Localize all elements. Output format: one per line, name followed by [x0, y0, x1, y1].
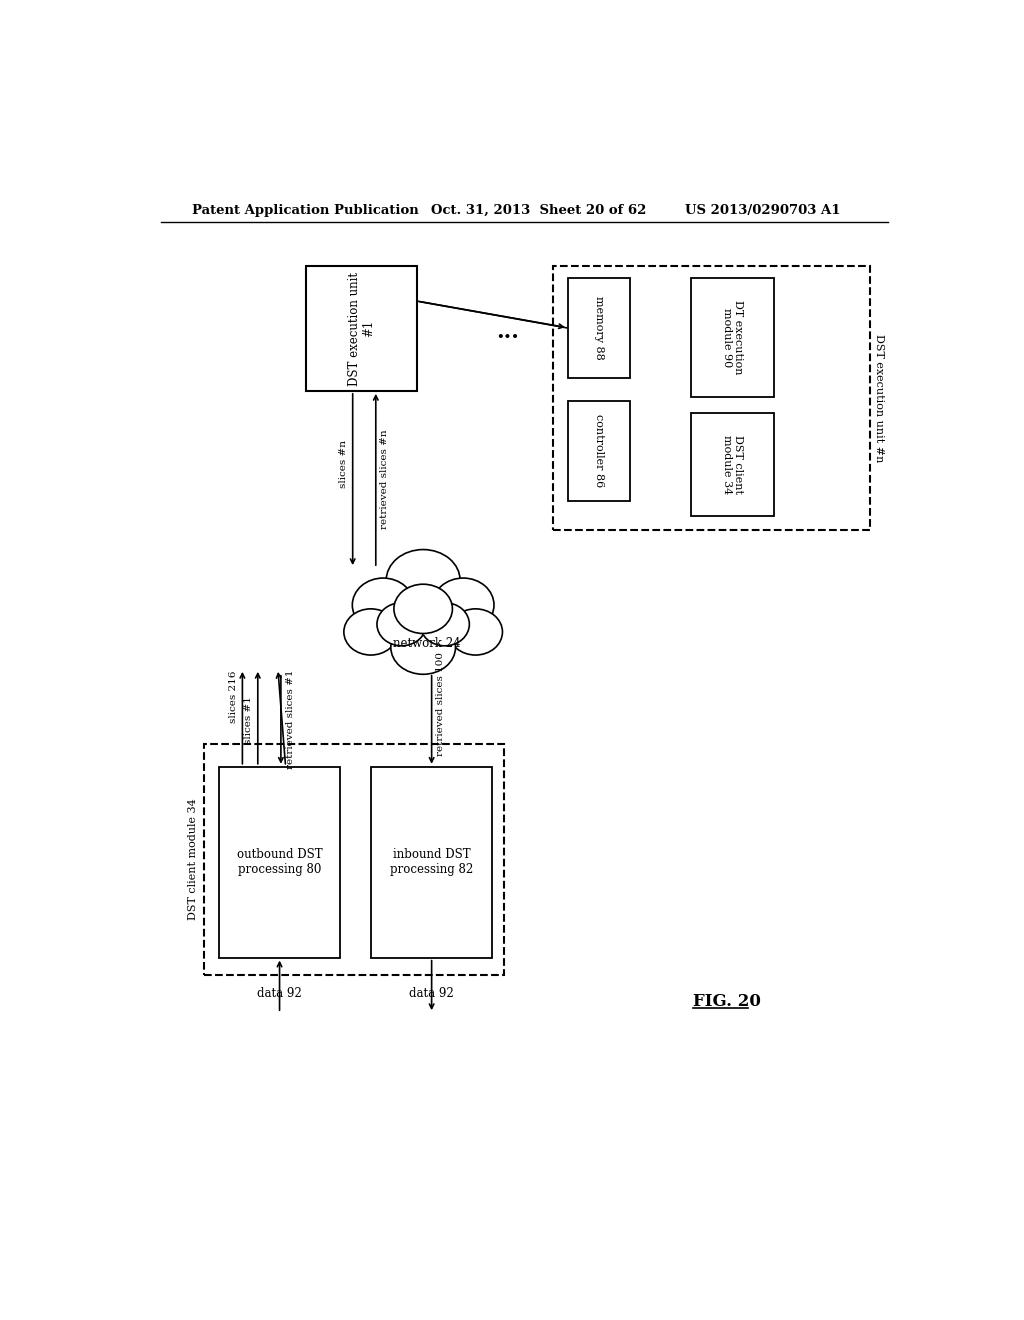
- Ellipse shape: [420, 603, 469, 645]
- Text: retrieved slices 100: retrieved slices 100: [436, 652, 445, 756]
- Text: DT execution
module 90: DT execution module 90: [722, 300, 743, 375]
- Bar: [691, 277, 773, 397]
- Text: network 24: network 24: [393, 638, 461, 649]
- Bar: [691, 412, 773, 516]
- Text: inbound DST
processing 82: inbound DST processing 82: [390, 849, 473, 876]
- Ellipse shape: [432, 578, 494, 632]
- Ellipse shape: [394, 585, 453, 634]
- Text: memory 88: memory 88: [594, 296, 604, 359]
- Ellipse shape: [344, 609, 397, 655]
- Text: FIG. 20: FIG. 20: [692, 993, 761, 1010]
- Bar: [204, 743, 504, 974]
- Text: DST client
module 34: DST client module 34: [722, 434, 743, 494]
- Ellipse shape: [377, 603, 426, 645]
- Text: slices #1: slices #1: [244, 696, 253, 743]
- Text: DST client module 34: DST client module 34: [187, 799, 198, 920]
- Text: slices #n: slices #n: [339, 440, 348, 488]
- Text: retrieved slices #1: retrieved slices #1: [286, 671, 295, 770]
- Bar: [371, 767, 493, 958]
- Bar: [306, 267, 417, 391]
- Bar: [553, 267, 869, 529]
- Bar: [568, 277, 630, 378]
- Text: DST execution unit
#1: DST execution unit #1: [347, 272, 376, 385]
- Text: retrieved slices #n: retrieved slices #n: [380, 430, 389, 529]
- Text: Oct. 31, 2013  Sheet 20 of 62: Oct. 31, 2013 Sheet 20 of 62: [431, 205, 646, 218]
- Ellipse shape: [449, 609, 503, 655]
- Text: slices 216: slices 216: [228, 671, 238, 723]
- Text: ...: ...: [497, 321, 519, 343]
- Text: data 92: data 92: [410, 987, 454, 1001]
- Text: Patent Application Publication: Patent Application Publication: [193, 205, 419, 218]
- Ellipse shape: [352, 578, 414, 632]
- Text: outbound DST
processing 80: outbound DST processing 80: [237, 849, 323, 876]
- Bar: [219, 767, 340, 958]
- Bar: [568, 401, 630, 502]
- Text: data 92: data 92: [257, 987, 302, 1001]
- Ellipse shape: [391, 620, 456, 675]
- Ellipse shape: [386, 549, 460, 611]
- Text: DST execution unit #n: DST execution unit #n: [873, 334, 884, 462]
- Text: US 2013/0290703 A1: US 2013/0290703 A1: [685, 205, 841, 218]
- Text: controller 86: controller 86: [594, 414, 604, 487]
